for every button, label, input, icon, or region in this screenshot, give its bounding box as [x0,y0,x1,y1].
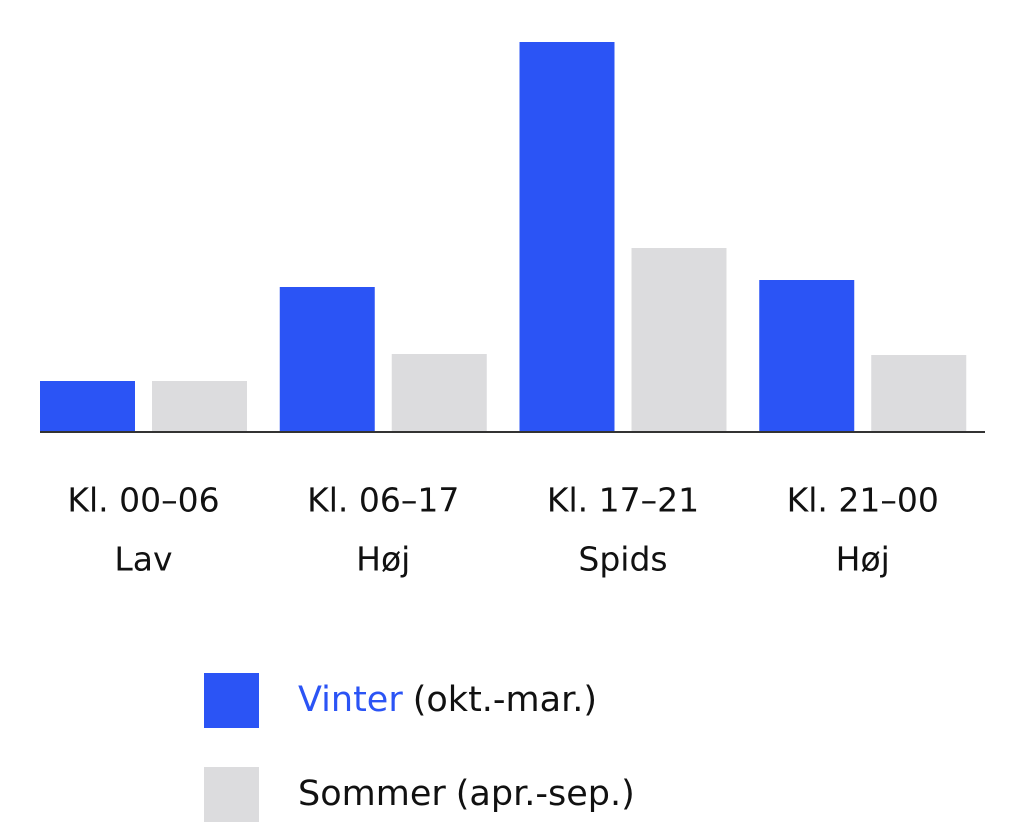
x-tick-label: Kl. 17–21 [547,481,699,520]
legend-period: (okt.-mar.) [413,680,597,720]
legend-label: Sommer (apr.-sep.) [298,774,635,814]
legend-swatch [204,767,259,822]
x-tick-sublabel: Spids [578,540,667,579]
bar [40,381,135,432]
legend-swatch [204,673,259,728]
x-tick-sublabel: Høj [836,540,890,579]
x-tick-sublabel: Høj [356,540,410,579]
legend-name: Sommer [298,774,446,814]
bar [759,280,855,432]
bar [391,354,487,432]
legend-name: Vinter [298,680,403,720]
bar [871,355,967,432]
bar [279,287,375,432]
x-tick-label: Kl. 21–00 [787,481,939,520]
bar [631,248,727,432]
x-tick-label: Kl. 00–06 [67,481,219,520]
x-tick-label: Kl. 06–17 [307,481,459,520]
legend-period: (apr.-sep.) [456,774,635,814]
bar [152,381,247,432]
legend-label: Vinter (okt.-mar.) [298,680,597,720]
bar [519,42,615,432]
x-tick-sublabel: Lav [114,540,172,579]
